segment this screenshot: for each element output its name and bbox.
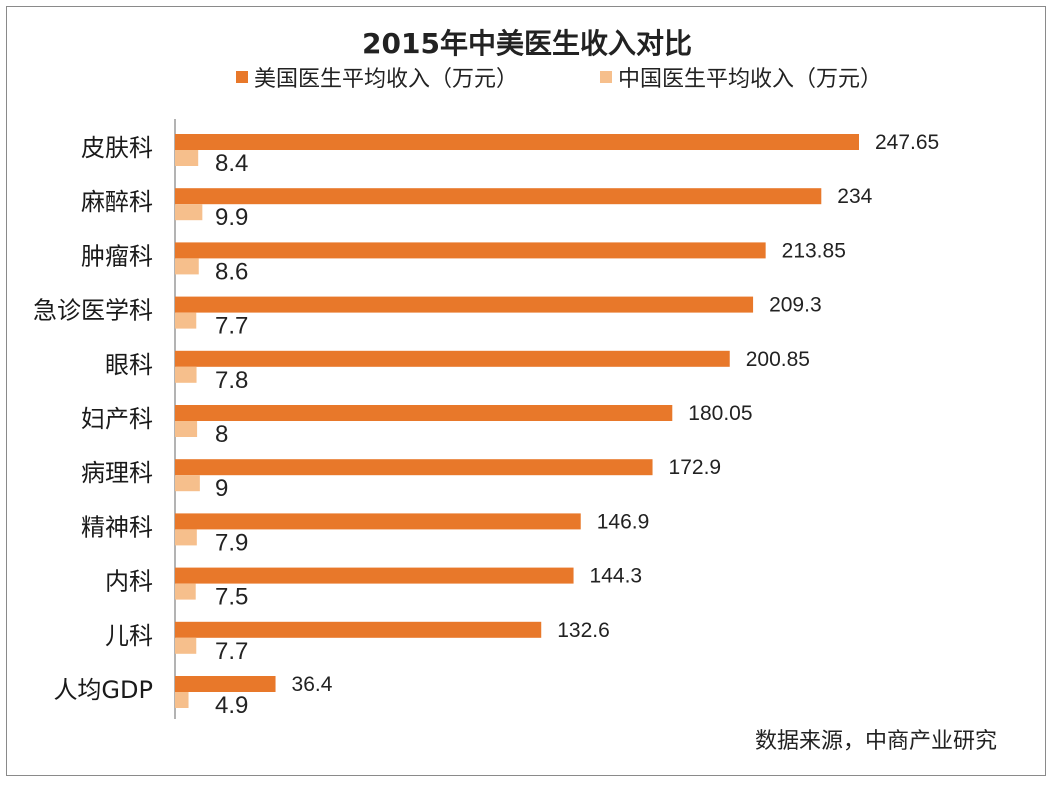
data-label-cn: 8.4 [215,150,248,177]
bar-us [175,405,673,421]
data-label-cn: 4.9 [215,692,248,719]
category-label: 病理科 [81,459,153,487]
bar-cn [175,583,196,600]
bar-cn [175,366,197,383]
data-label-cn: 8.6 [215,258,248,285]
bars [175,134,859,708]
source-note: 数据来源，中商产业研究 [755,729,997,754]
bar-cn [175,150,199,166]
legend-swatch-cn [600,71,612,83]
bar-cn [175,258,199,275]
category-label: 麻醉科 [81,188,153,216]
legend-label-us: 美国医生平均收入（万元） [254,67,518,92]
bar-us [175,134,859,150]
bar-us [175,188,822,205]
data-label-cn: 7.5 [215,584,248,611]
bar-us [175,621,542,638]
bar-cn [175,529,197,546]
category-label: 皮肤科 [81,134,153,162]
legend: 美国医生平均收入（万元） 中国医生平均收入（万元） [236,67,882,92]
data-label-us: 146.9 [597,510,650,533]
data-label-us: 213.85 [782,239,846,262]
legend-label-cn: 中国医生平均收入（万元） [618,67,882,92]
data-labels: 247.65 8.4 234 9.9 213.85 8.6 209.3 7.7 200.85 7.… [215,131,939,719]
data-label-us: 144.3 [590,565,643,588]
bar-cn [175,204,203,221]
category-label: 内科 [105,568,153,596]
bar-cn [175,637,197,654]
data-label-cn: 7.8 [215,367,248,394]
data-label-cn: 9.9 [215,204,248,231]
data-label-us: 36.4 [292,673,333,696]
chart-frame: 2015年中美医生收入对比 美国医生平均收入（万元） 中国医生平均收入（万元） … [6,6,1046,776]
bar-cn [175,421,198,437]
data-label-us: 247.65 [875,131,939,154]
data-label-cn: 7.7 [215,638,248,665]
bar-us [175,350,730,367]
category-label: 肿瘤科 [81,242,153,270]
category-label: 人均GDP [53,676,153,704]
bar-us [175,567,574,584]
bar-us [175,296,754,313]
bar-cn [175,475,200,492]
data-label-us: 172.9 [669,456,722,479]
data-label-cn: 9 [215,475,228,502]
bar-cn [175,692,189,708]
category-label: 妇产科 [81,405,153,433]
bar-us [175,676,276,692]
data-label-us: 200.85 [746,348,810,371]
bar-us [175,242,766,259]
category-label: 精神科 [81,513,153,541]
legend-swatch-us [236,71,248,83]
data-label-cn: 7.9 [215,529,248,556]
category-label: 急诊医学科 [33,297,153,325]
bar-us [175,513,581,530]
category-label: 儿科 [105,622,153,650]
data-label-us: 209.3 [769,294,822,317]
data-label-us: 132.6 [557,619,610,642]
data-label-cn: 7.7 [215,313,248,340]
category-label: 眼科 [105,351,153,379]
bar-cn [175,312,197,329]
bar-chart: 2015年中美医生收入对比 美国医生平均收入（万元） 中国医生平均收入（万元） … [33,27,997,754]
data-label-us: 180.05 [688,402,752,425]
chart-title: 2015年中美医生收入对比 [362,27,692,60]
bar-us [175,459,653,476]
data-label-us: 234 [837,185,872,208]
data-label-cn: 8 [215,421,228,448]
